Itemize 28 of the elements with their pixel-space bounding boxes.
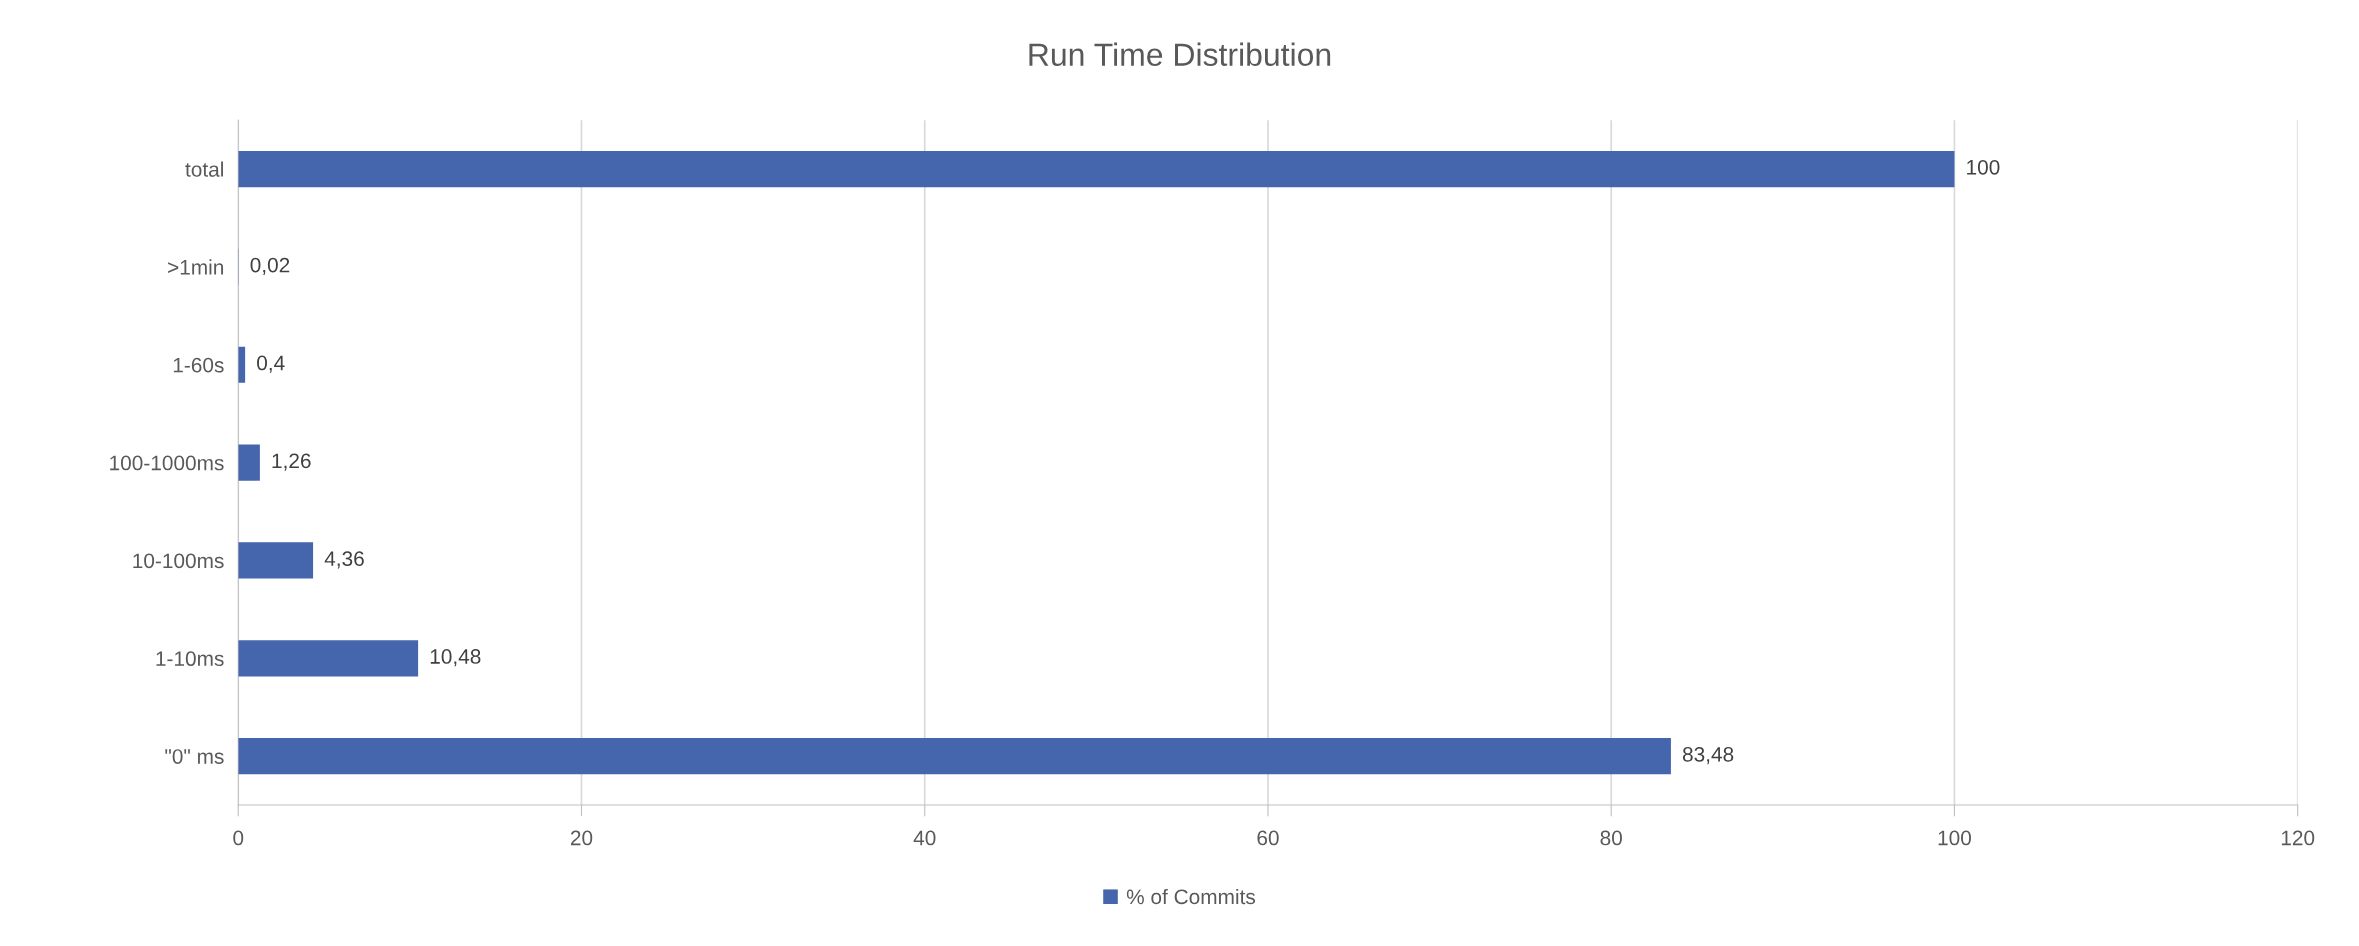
- y-tick-label: 10-100ms: [133, 553, 224, 569]
- data-label: 0,4: [257, 355, 285, 373]
- y-tick-label: 1-60s: [173, 357, 224, 373]
- bar: [238, 542, 314, 579]
- bar: [238, 640, 419, 677]
- data-label: 4,36: [324, 551, 364, 569]
- x-tick-label: 40: [913, 830, 936, 846]
- bar: [238, 150, 1955, 188]
- y-tick-label: 100-1000ms: [110, 455, 224, 471]
- x-tick-label: 20: [570, 830, 593, 846]
- y-tick-label: "0" ms: [165, 749, 224, 764]
- data-label: 83,48: [1682, 746, 1734, 765]
- y-tick-label: total: [185, 161, 223, 177]
- x-tick-label: 100: [1938, 830, 1971, 846]
- data-label: 10,48: [430, 649, 481, 667]
- legend-label: % of Commits: [1126, 888, 1256, 905]
- bar: [238, 444, 260, 481]
- x-tick-label: 120: [2281, 830, 2315, 846]
- data-label: 1,26: [272, 453, 311, 471]
- y-tick-label: >1min: [168, 259, 224, 275]
- y-tick-label: 1-10ms: [156, 651, 224, 667]
- chart-title: Run Time Distribution: [1029, 42, 1331, 67]
- x-tick-label: 60: [1257, 830, 1279, 846]
- bar: [238, 738, 1671, 775]
- x-tick-label: 0: [233, 830, 244, 846]
- data-label: 100: [1967, 159, 2000, 175]
- data-label: 0,02: [250, 257, 290, 275]
- x-tick-label: 80: [1600, 830, 1622, 846]
